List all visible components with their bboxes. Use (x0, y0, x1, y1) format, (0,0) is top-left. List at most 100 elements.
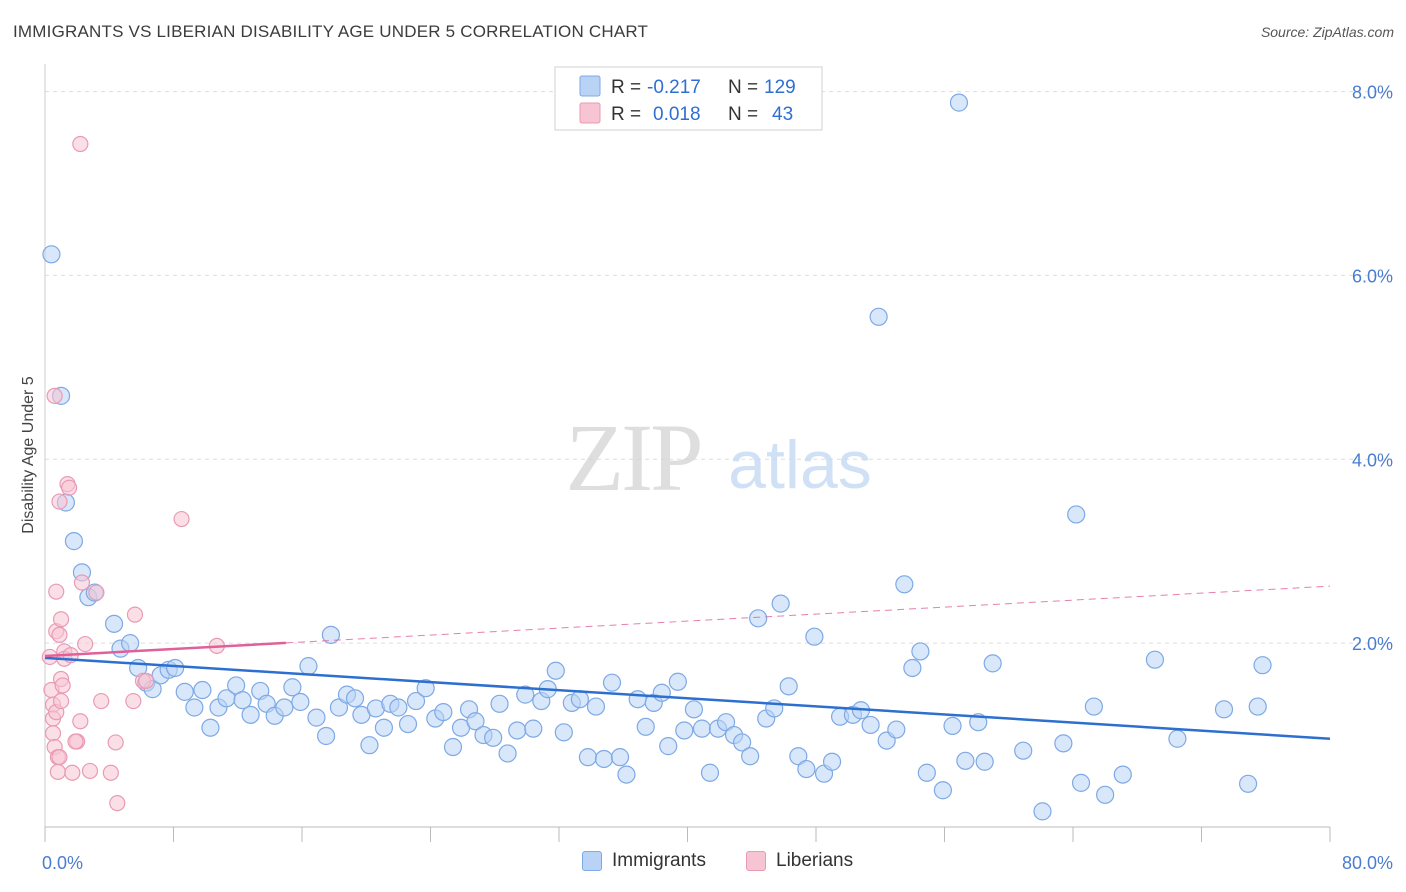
liberians-point (49, 763, 66, 780)
liberians-point (52, 611, 70, 628)
liberians-trend-extension (285, 585, 1331, 644)
immigrants-points (42, 93, 1272, 821)
liberians-point (126, 606, 144, 623)
immigrants-point (484, 728, 503, 747)
immigrants-point (416, 679, 435, 698)
immigrants-point (516, 685, 535, 704)
liberians-point (138, 672, 155, 689)
liberians-point (173, 510, 190, 528)
immigrants-point (741, 747, 760, 766)
immigrants-point (895, 575, 914, 594)
immigrants-point (283, 678, 302, 697)
x-tick-label: 80.0% (1342, 853, 1393, 873)
immigrants-point (329, 698, 349, 717)
immigrants-point (586, 697, 606, 716)
immigrants-point (692, 719, 712, 738)
immigrants-point (917, 763, 936, 782)
immigrants-point (956, 751, 975, 770)
immigrants-point (275, 698, 294, 717)
immigrants-point (943, 716, 962, 735)
liberians-point (125, 692, 142, 710)
liberians-point (81, 762, 99, 780)
immigrants-point (779, 677, 798, 696)
immigrants-point (1145, 650, 1165, 669)
immigrants-point (733, 733, 752, 752)
liberians-point (60, 479, 78, 496)
immigrants-swatch (579, 75, 601, 97)
legend-item-liberians[interactable]: Liberians (746, 850, 853, 872)
legend-item-immigrants[interactable]: Immigrants (582, 850, 706, 872)
immigrants-point (490, 694, 509, 713)
immigrants-point (911, 642, 930, 661)
liberians-point (52, 692, 70, 710)
axes (44, 64, 1331, 842)
immigrants-point (316, 726, 336, 746)
liberians-point (67, 733, 84, 750)
liberians-point (64, 764, 81, 781)
immigrants-point (498, 744, 517, 763)
watermark-atlas: atlas (728, 427, 872, 503)
immigrants-point (749, 609, 768, 628)
immigrants-point (64, 532, 84, 551)
immigrants-point (299, 657, 318, 676)
immigrants-point (443, 737, 463, 757)
immigrants-point (104, 614, 124, 633)
immigrants-point (1054, 734, 1073, 753)
liberians-point (54, 677, 71, 694)
liberians-point (77, 635, 94, 653)
liberians-point (107, 734, 124, 751)
immigrants-point (797, 759, 816, 779)
y-tick-label: 2.0% (1352, 634, 1393, 654)
series-legend: Immigrants Liberians (0, 850, 1406, 880)
liberians-n-value: 43 (772, 104, 793, 125)
immigrants-point (602, 673, 622, 692)
immigrants-point (466, 712, 485, 731)
immigrants-point (121, 634, 140, 653)
immigrants-point (716, 713, 736, 732)
immigrants-legend-swatch (582, 851, 602, 871)
immigrants-point (1084, 697, 1103, 716)
immigrants-point (771, 594, 790, 613)
immigrants-point (546, 661, 565, 680)
liberians-point (48, 583, 65, 600)
immigrants-point (1253, 656, 1272, 675)
immigrants-point (398, 714, 418, 734)
immigrants-point (570, 690, 589, 709)
liberians-point (102, 764, 119, 781)
liberians-point (93, 692, 110, 710)
liberians-point (109, 794, 126, 812)
immigrants-point (668, 672, 687, 691)
immigrants-point (241, 705, 260, 724)
liberians-point (88, 584, 105, 601)
immigrants-point (628, 690, 647, 709)
immigrants-point (1033, 802, 1052, 821)
immigrants-point (1067, 505, 1086, 524)
liberians-point (51, 493, 68, 510)
immigrants-point (1168, 729, 1187, 748)
immigrants-point (185, 698, 204, 717)
immigrants-r-label: R = (611, 77, 641, 98)
immigrants-point (700, 763, 720, 782)
immigrants-point (321, 625, 341, 644)
watermark-zip: ZIP (566, 404, 701, 511)
liberians-legend-swatch (746, 851, 766, 871)
immigrants-point (822, 752, 842, 771)
immigrants-point (1071, 773, 1091, 792)
immigrants-point (554, 723, 573, 742)
immigrants-point (684, 700, 704, 719)
immigrants-point (594, 749, 614, 769)
immigrants-point (578, 748, 598, 767)
source-credit: Source: ZipAtlas.com (1260, 24, 1394, 40)
immigrants-point (1113, 765, 1132, 784)
immigrants-point (861, 715, 880, 735)
liberians-swatch (579, 102, 601, 124)
immigrants-point (617, 765, 636, 784)
watermark: ZIP atlas (566, 404, 872, 511)
immigrants-point (374, 718, 394, 737)
immigrants-point (175, 682, 194, 701)
immigrants-point (406, 691, 426, 711)
liberians-points (41, 135, 225, 812)
immigrants-point (949, 93, 969, 112)
liberians-r-value: 0.018 (653, 104, 701, 125)
